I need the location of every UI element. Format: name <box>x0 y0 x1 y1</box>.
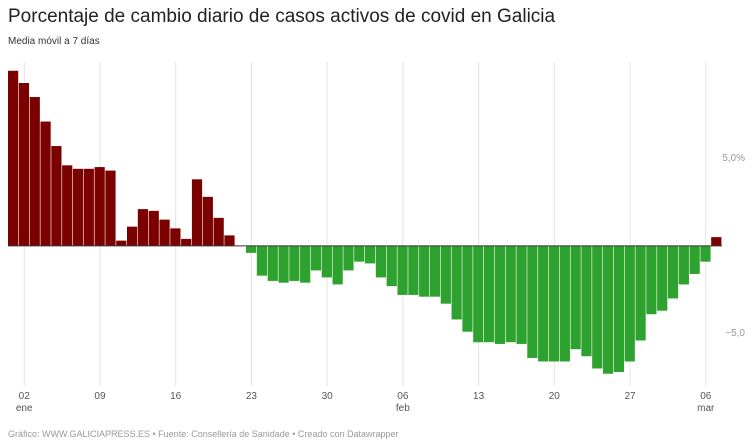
bar <box>624 245 635 362</box>
bar <box>354 245 365 262</box>
bar <box>256 245 268 276</box>
x-tick-label: 13 <box>473 391 485 402</box>
bar <box>202 196 213 246</box>
bar <box>83 168 94 246</box>
bar <box>29 97 40 246</box>
bar <box>667 245 679 299</box>
bar <box>581 245 592 357</box>
x-tick-label: 30 <box>321 391 333 402</box>
bar <box>711 237 722 246</box>
bar <box>484 245 495 343</box>
bar <box>94 167 105 246</box>
bar <box>613 245 625 372</box>
bar <box>62 165 73 246</box>
bar <box>289 245 300 281</box>
bar <box>246 245 257 253</box>
footer: Gráfico: WWW.GALICIAPRESS.ES • Fuente: C… <box>8 429 399 439</box>
chart-subtitle: Media móvil a 7 días <box>8 36 100 47</box>
bar <box>278 245 289 283</box>
bar <box>397 245 408 295</box>
bar <box>51 146 62 246</box>
bar <box>429 245 441 297</box>
bar <box>116 240 127 246</box>
bar <box>386 245 397 287</box>
bar <box>170 228 181 246</box>
bar <box>603 245 614 374</box>
bar <box>689 245 700 274</box>
x-tick-label: 02 ene <box>15 391 33 414</box>
bar <box>375 245 387 278</box>
x-tick-label: 16 <box>170 391 182 402</box>
y-tick-label: 5,0% <box>722 153 745 164</box>
bar <box>300 245 311 283</box>
bar <box>159 219 170 246</box>
x-tick-label: 23 <box>245 391 257 402</box>
bar <box>419 245 430 297</box>
y-tick-label: −5,0 <box>725 328 745 339</box>
x-tick-label: 06 feb <box>395 391 410 414</box>
bar <box>570 245 581 350</box>
bar <box>332 245 343 285</box>
bar <box>494 245 506 344</box>
bar <box>538 245 549 362</box>
bar <box>148 210 159 246</box>
bar <box>18 83 30 246</box>
bar <box>559 245 570 362</box>
chart-title: Porcentaje de cambio diario de casos act… <box>8 6 556 27</box>
bar <box>451 245 462 320</box>
x-tick-label: 09 <box>94 391 106 402</box>
x-tick-label: 06 mar <box>697 391 715 414</box>
x-tick-label: 27 <box>624 391 636 402</box>
bar <box>646 245 657 315</box>
bar <box>657 245 668 311</box>
bar <box>343 245 354 271</box>
bar <box>505 245 516 343</box>
bar <box>473 245 484 343</box>
bar <box>462 245 473 332</box>
bar <box>365 245 376 264</box>
bar <box>72 168 84 246</box>
bar <box>700 245 711 262</box>
bar <box>8 70 19 246</box>
bar <box>592 245 603 369</box>
bar <box>127 226 138 246</box>
bar <box>440 245 451 304</box>
bar <box>408 245 419 295</box>
bar <box>224 235 235 246</box>
bar <box>678 245 689 285</box>
bar <box>310 245 322 271</box>
bar <box>105 170 116 246</box>
bar <box>40 121 51 246</box>
bar <box>181 238 192 246</box>
bar <box>191 179 203 246</box>
bar <box>635 245 646 341</box>
bar <box>516 245 527 344</box>
x-tick-label: 20 <box>548 391 560 402</box>
bar <box>137 209 149 246</box>
bar <box>213 217 224 246</box>
bar <box>321 245 332 278</box>
bar <box>527 245 538 358</box>
bar <box>548 245 560 362</box>
bar <box>267 245 278 281</box>
